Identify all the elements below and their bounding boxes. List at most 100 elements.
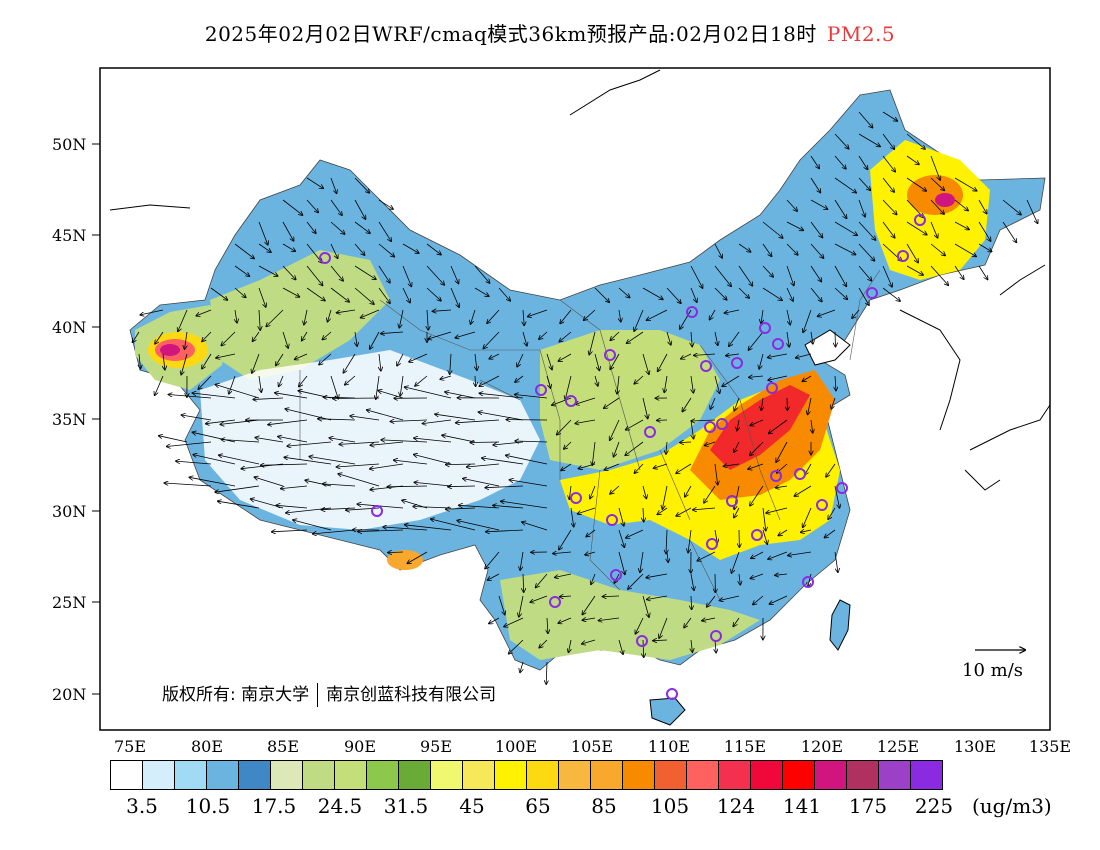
colorbar-swatch [878,760,911,790]
wind-arrow [734,441,740,452]
wind-arrow [618,529,624,547]
wind-arrow [748,463,764,469]
wind-vectors [133,111,1038,684]
wind-arrow [610,419,620,440]
wind-arrow [457,521,500,531]
wind-arrow [558,353,572,361]
wind-arrow [858,133,880,147]
wind-arrow [278,437,308,443]
city-marker [836,482,848,494]
wind-arrow [415,375,428,386]
wind-arrow [803,309,812,332]
wind-arrow [546,375,551,388]
city-marker [371,505,383,517]
wind-arrow [640,551,644,572]
wind-arrow [559,331,572,342]
wind-arrow [455,331,476,338]
wind-arrow [702,618,716,621]
city-marker [704,421,716,433]
wind-arrow [378,243,394,257]
colorbar-swatch [142,760,175,790]
colorbar-label: 24.5 [317,794,363,818]
colorbar-swatch [398,760,431,790]
wind-arrow [431,519,476,531]
city-marker [716,418,728,430]
wind-arrow [906,155,919,164]
wind-arrow [643,639,644,657]
wind-arrow [140,309,164,315]
wind-arrow [688,529,692,553]
wind-arrow [787,331,789,347]
colorbar-label: 175 [848,794,888,818]
wind-arrow [343,353,356,373]
wind-arrow [786,287,793,301]
wind-arrow [578,507,596,514]
wind-arrow [463,479,500,487]
wind-arrow [682,397,692,412]
wind-arrow [215,385,260,399]
wind-arrow [610,353,620,369]
city-marker [772,338,784,350]
wind-arrow [523,309,524,325]
wind-arrow [589,331,596,355]
wind-arrow [590,485,596,499]
wind-arrow [252,353,260,373]
map-area [109,69,1050,726]
wind-arrow [828,507,836,519]
wind-arrow [697,551,716,561]
wind-arrow [796,353,812,358]
wind-arrow [402,265,411,287]
wind-arrow [486,530,524,532]
wind-arrow [1002,199,1021,215]
wind-arrow [293,520,332,531]
city-marker [549,596,561,608]
wind-arrow [309,457,356,465]
wind-arrow [762,221,783,238]
wind-arrow [834,243,856,255]
wind-arrow [253,398,284,400]
wind-arrow [810,199,828,209]
wind-arrow [733,617,740,626]
lon-label-105: 105E [571,737,613,756]
wind-arrow [627,331,644,343]
wind-arrow [768,353,788,358]
wind-arrow [169,395,212,399]
wind-arrow [328,309,332,322]
colorbar-swatch [302,760,335,790]
wind-arrow [834,155,846,169]
city-marker [726,495,738,507]
wind-arrow [794,485,812,496]
wind-arrow [504,617,524,627]
wind-arrow [762,265,773,277]
wind-arrow [610,331,620,340]
wind-arrow [485,551,500,569]
wind-arrow [1002,221,1016,242]
wind-arrow [530,595,548,602]
lon-label-115: 115E [724,737,766,756]
wind-arrow [470,442,500,443]
wind-arrow [383,527,428,531]
wind-arrow [390,420,428,422]
colorbar-swatch [846,760,879,790]
wind-arrow [604,463,620,470]
wind-arrow [858,221,876,240]
wind-arrow [467,463,500,467]
wind-arrow [693,508,716,510]
lat-label-30: 30N [52,502,86,521]
lon-label-125: 125E [877,737,919,756]
wind-arrow [690,265,703,288]
wind-arrow [561,463,572,471]
city-marker [751,529,763,541]
wind-arrow [1026,199,1038,223]
wind-arrow [370,331,380,349]
wind-arrow [834,177,856,193]
wind-arrow [520,551,524,570]
wind-arrow [182,415,212,421]
wind-arrow [704,485,716,503]
wind-arrow [705,441,716,446]
city-marker [565,395,577,407]
wind-arrow [547,617,548,633]
wind-arrow [954,243,976,257]
wind-arrow [978,221,991,241]
wind-arrow [354,177,369,193]
